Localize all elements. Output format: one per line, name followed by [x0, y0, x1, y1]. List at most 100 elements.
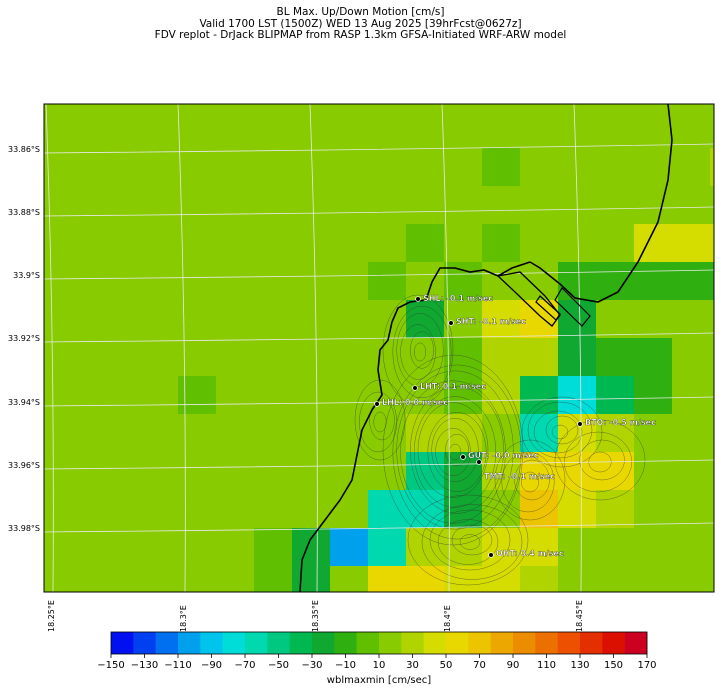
grid-cell	[520, 490, 558, 528]
colorbar-tick-label: −150	[97, 660, 125, 671]
contour-line	[545, 415, 579, 445]
grid-cell	[558, 528, 596, 566]
station-label: SHL: -0.1 m/sec	[423, 294, 493, 303]
coastline	[299, 103, 673, 593]
contour-line	[429, 509, 511, 571]
colorbar-swatch	[535, 632, 558, 654]
lat-label: 33.94°S	[8, 398, 40, 407]
contour-line	[417, 402, 489, 498]
grid-cell	[596, 376, 634, 414]
colorbar-swatch	[580, 632, 603, 654]
station-label: GUT: -0.0 m/sec	[468, 451, 539, 460]
grid-cell	[520, 452, 558, 490]
contour-line	[514, 459, 550, 501]
grid-cell	[406, 224, 444, 262]
colorbar-swatch	[133, 632, 156, 654]
contour-line	[459, 534, 481, 550]
graticule-lat	[43, 522, 715, 533]
grid-cell	[254, 528, 292, 592]
colorbar-tick-label: 150	[603, 660, 624, 671]
colorbar-swatch	[513, 632, 536, 654]
grid-cell	[368, 566, 444, 592]
terrain-contours	[354, 294, 646, 586]
graticule-lat	[43, 459, 715, 470]
contour-line	[392, 305, 452, 399]
colorbar-swatch	[356, 632, 380, 654]
grid-cell	[596, 338, 634, 376]
colorbar-tick-label: −50	[267, 660, 290, 671]
contour-line	[435, 428, 471, 476]
colorbar-tick-label: 30	[406, 660, 419, 671]
map-title: BL Max. Up/Down Motion [cm/s]	[276, 6, 445, 18]
contour-line	[494, 439, 566, 521]
colorbar-swatch	[379, 632, 402, 654]
value-grid	[44, 104, 714, 592]
graticule-lon	[441, 103, 450, 593]
station-label: SHT: -0.1 m/sec	[456, 317, 526, 326]
contour-line	[437, 519, 499, 565]
colorbar-tick-label: −110	[164, 660, 192, 671]
colorbar-swatch	[602, 632, 625, 654]
contour-line	[407, 494, 529, 586]
graticule	[43, 103, 715, 593]
colorbar-label: wblmaxmin [cm/sec]	[326, 675, 432, 686]
contour-line	[359, 391, 397, 453]
station-dot	[415, 296, 421, 302]
colorbar-tick-label: 110	[536, 660, 557, 671]
colorbar-tick-label: −10	[334, 660, 357, 671]
grid-cell	[710, 148, 714, 186]
map-subtitle-valid-time: Valid 1700 LST (1500Z) WED 13 Aug 2025 […	[199, 18, 522, 30]
colorbar-swatch	[624, 632, 648, 654]
contour-line	[410, 331, 434, 369]
contour-line	[369, 399, 395, 441]
grid-cell	[520, 376, 558, 414]
contour-line	[564, 431, 632, 493]
colorbar-tick-label: 130	[570, 660, 590, 671]
station-dot	[476, 459, 482, 465]
station-label: TMT: -0.1 m/sec	[484, 472, 555, 481]
grid-cell	[558, 376, 596, 414]
grid-cell	[482, 300, 520, 338]
lat-label: 33.86°S	[8, 145, 40, 154]
grid-cell	[558, 338, 596, 376]
harbour-pier	[535, 295, 561, 321]
contour-line	[445, 433, 469, 467]
grid-cell	[482, 528, 558, 566]
station-dot	[577, 421, 583, 427]
graticule-lat	[43, 396, 715, 407]
colorbar-tick-label: 170	[637, 660, 657, 671]
station-label: OHT: 0.4 m/sec	[496, 549, 564, 558]
grid-cell	[596, 490, 634, 528]
colorbar-swatch	[401, 632, 424, 654]
contour-line	[451, 524, 493, 556]
grid-cell	[482, 148, 520, 186]
contour-line	[413, 342, 427, 362]
station-dot	[448, 320, 454, 326]
graticule-lat	[43, 206, 715, 217]
map-subtitle-source: FDV replot - DrJack BLIPMAP from RASP 1.…	[154, 29, 567, 41]
colorbar-tick-label: −70	[234, 660, 256, 671]
contour-line	[382, 294, 454, 406]
contour-line	[413, 396, 497, 508]
grid-cell	[558, 262, 714, 300]
graticule-lon	[177, 103, 186, 593]
graticule-lon	[573, 103, 582, 593]
grid-cell	[558, 490, 596, 528]
colorbar-swatch	[178, 632, 201, 654]
grid-cell	[634, 338, 672, 414]
grid-cell	[482, 224, 520, 262]
graticule-lon	[309, 103, 318, 593]
station-markers: SHL: -0.1 m/sec SHT: -0.1 m/sec LHT: 0.1 m…	[374, 294, 656, 558]
grid-cell	[520, 414, 558, 452]
contour-line	[410, 386, 504, 514]
grid-cell	[368, 490, 444, 528]
station-dot	[460, 454, 466, 460]
lat-label: 33.9°S	[13, 271, 40, 280]
colorbar-swatch	[222, 632, 246, 654]
colorbar-swatch	[423, 632, 447, 654]
contour-line	[421, 504, 523, 580]
contour-line	[533, 410, 583, 454]
grid-cell	[596, 414, 634, 452]
